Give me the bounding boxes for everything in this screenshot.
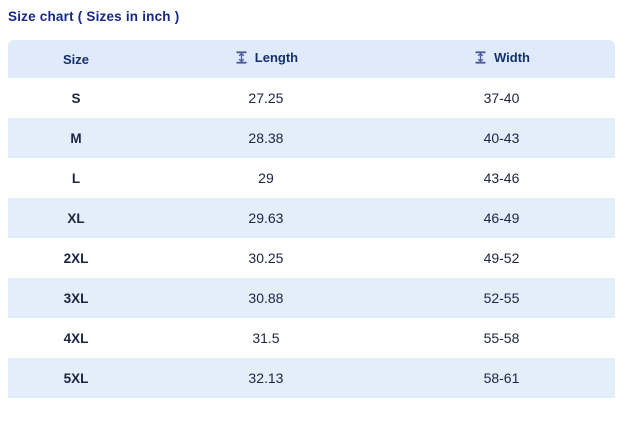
table-row: XL 29.63 46-49	[8, 198, 615, 238]
size-cell: L	[8, 158, 144, 198]
size-chart-table: Size Le	[8, 40, 615, 398]
size-cell: XL	[8, 198, 144, 238]
length-cell: 30.25	[143, 238, 388, 278]
size-cell: 3XL	[8, 278, 144, 318]
width-cell: 46-49	[387, 198, 615, 238]
column-header-length-label: Length	[254, 50, 299, 65]
size-cell: 5XL	[8, 358, 144, 398]
table-row: S 27.25 37-40	[8, 78, 615, 118]
length-cell: 29	[143, 158, 388, 198]
width-cell: 52-55	[387, 278, 615, 318]
length-cell: 31.5	[143, 318, 388, 358]
column-header-width: Width	[387, 40, 615, 78]
vertical-measure-icon	[473, 50, 488, 65]
length-cell: 32.13	[143, 358, 388, 398]
page-title: Size chart ( Sizes in inch )	[8, 9, 180, 24]
length-cell: 30.88	[143, 278, 388, 318]
column-header-size: Size	[8, 40, 144, 78]
vertical-measure-icon	[234, 50, 249, 65]
column-header-size-label: Size	[62, 51, 89, 67]
size-cell: 2XL	[8, 238, 144, 278]
column-header-width-label: Width	[493, 50, 530, 65]
size-cell: M	[8, 118, 144, 158]
length-cell: 29.63	[143, 198, 388, 238]
table-row: L 29 43-46	[8, 158, 615, 198]
table-row: 4XL 31.5 55-58	[8, 318, 615, 358]
table-row: 2XL 30.25 49-52	[8, 238, 615, 278]
width-cell: 55-58	[387, 318, 615, 358]
width-cell: 37-40	[387, 78, 615, 118]
length-cell: 27.25	[143, 78, 388, 118]
column-header-length: Length	[143, 40, 388, 78]
width-cell: 58-61	[387, 358, 615, 398]
table-header-row: Size Le	[8, 40, 615, 78]
width-cell: 49-52	[387, 238, 615, 278]
table-body: S 27.25 37-40 M 28.38 40-43 L 29 43-46 XL 29.63 46-…	[8, 78, 615, 398]
table-row: 5XL 32.13 58-61	[8, 358, 615, 398]
table-row: 3XL 30.88 52-55	[8, 278, 615, 318]
length-cell: 28.38	[143, 118, 388, 158]
size-cell: 4XL	[8, 318, 144, 358]
width-cell: 40-43	[387, 118, 615, 158]
table-row: M 28.38 40-43	[8, 118, 615, 158]
width-cell: 43-46	[387, 158, 615, 198]
size-cell: S	[8, 78, 144, 118]
